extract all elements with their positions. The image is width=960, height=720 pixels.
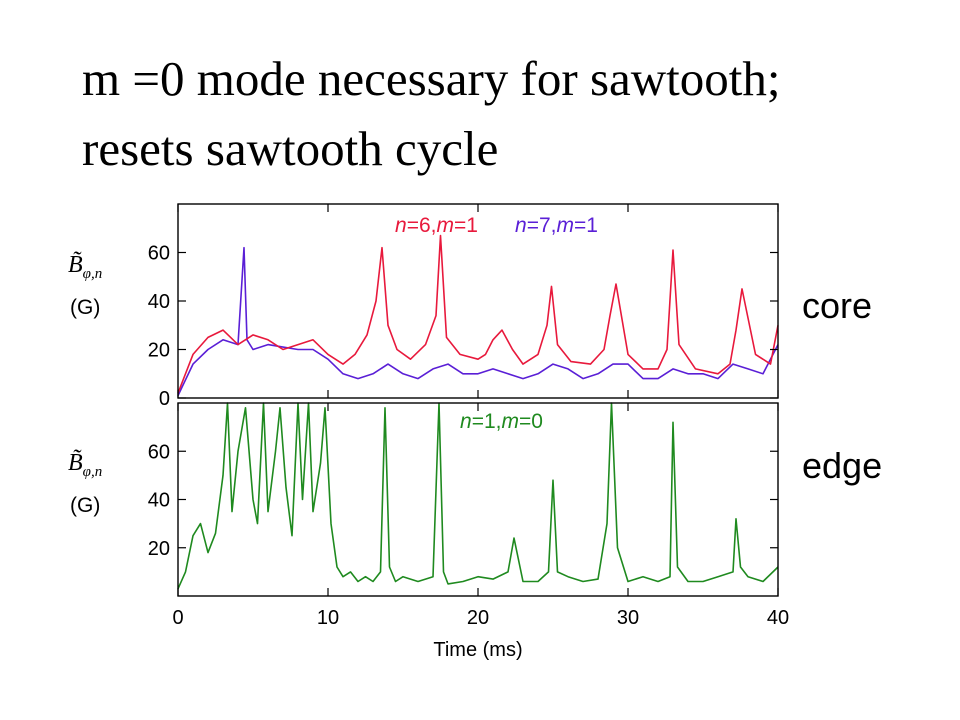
x-axis-label: Time (ms) bbox=[433, 639, 522, 661]
series-line-edge-0 bbox=[177, 402, 779, 590]
core-ytick-label-2: 40 bbox=[148, 291, 170, 313]
core-ytick-label-1: 20 bbox=[148, 340, 170, 362]
core-legend-1: n=7,m=1 bbox=[515, 214, 598, 237]
edge-ytick-label-2: 60 bbox=[148, 441, 170, 463]
core-legend-0: n=6,m=1 bbox=[395, 214, 478, 237]
edge-xtick-label-2: 20 bbox=[467, 607, 489, 629]
core-y-axis-label: B̃φ,n bbox=[68, 251, 102, 282]
core-ytick-label-0: 0 bbox=[159, 388, 170, 410]
edge-ytick-label-0: 20 bbox=[148, 538, 170, 560]
core-label: core bbox=[802, 285, 873, 326]
core-y-axis-unit: (G) bbox=[70, 296, 100, 319]
edge-xtick-label-4: 40 bbox=[767, 607, 789, 629]
edge-legend-0: n=1,m=0 bbox=[460, 410, 543, 433]
edge-y-axis-unit: (G) bbox=[70, 494, 100, 517]
edge-label: edge bbox=[802, 445, 883, 486]
series-line-core-0 bbox=[177, 234, 779, 394]
core-ytick-label-3: 60 bbox=[148, 243, 170, 265]
edge-xtick-label-3: 30 bbox=[617, 607, 639, 629]
edge-xtick-label-1: 10 bbox=[317, 607, 339, 629]
slide-title-line-2: resets sawtooth cycle bbox=[82, 121, 499, 176]
edge-y-axis-label: B̃φ,n bbox=[68, 449, 102, 480]
edge-ytick-label-1: 40 bbox=[148, 490, 170, 512]
edge-xtick-label-0: 0 bbox=[172, 607, 183, 629]
series-line-core-1 bbox=[177, 246, 779, 396]
core-plot-frame bbox=[177, 203, 779, 399]
slide-title-line-1: m =0 mode necessary for sawtooth; bbox=[82, 51, 781, 106]
